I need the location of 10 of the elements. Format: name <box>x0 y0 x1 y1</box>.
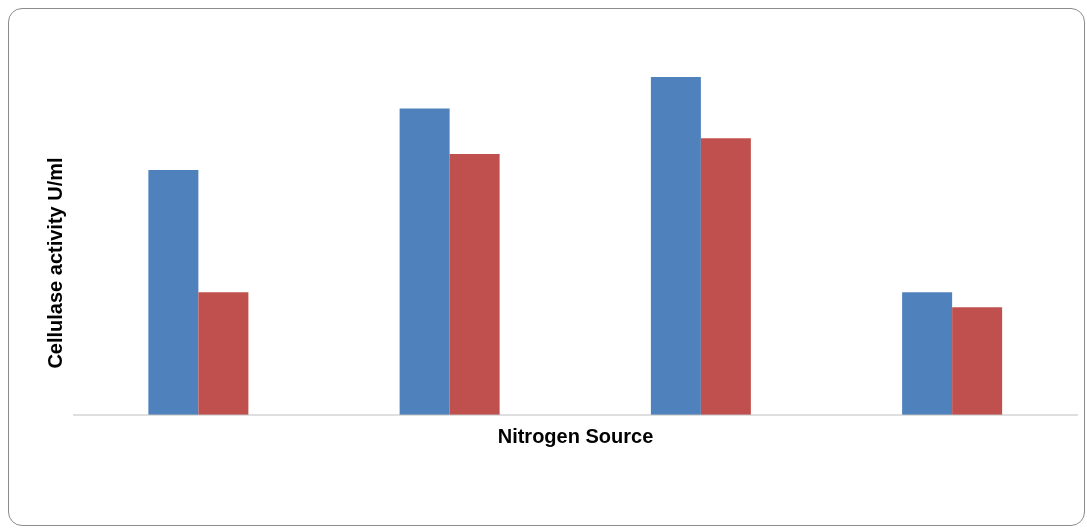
bar <box>148 169 199 415</box>
bar <box>650 77 701 415</box>
bar <box>399 108 450 415</box>
bar <box>449 154 500 415</box>
bar <box>902 292 953 415</box>
bar <box>198 292 249 415</box>
bar <box>952 307 1003 415</box>
y-axis-title: Cellulase activity U/ml <box>44 157 67 369</box>
bar <box>700 138 751 415</box>
x-axis-title: Nitrogen Source <box>497 425 654 447</box>
